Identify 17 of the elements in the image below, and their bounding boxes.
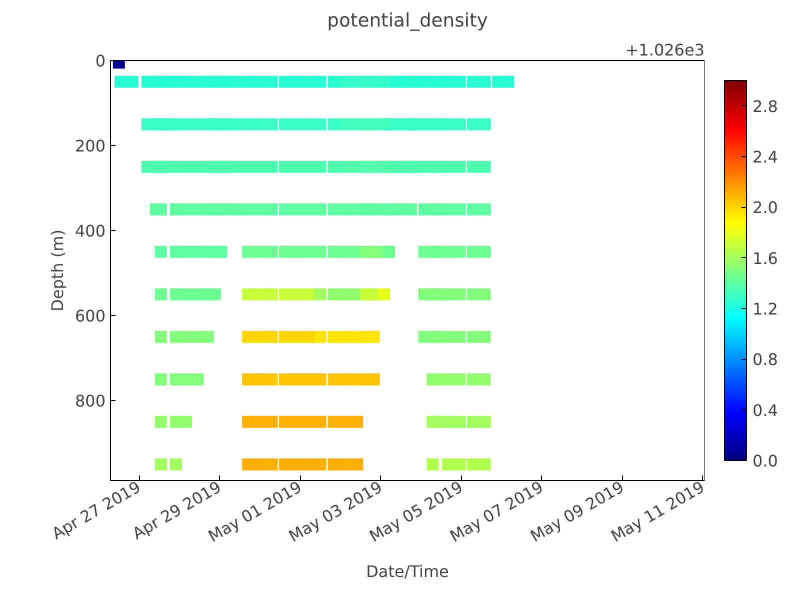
color-bar-label: 2.4: [752, 148, 778, 166]
color-bar-label: 0.0: [752, 452, 778, 470]
color-bar-label: 1.6: [752, 248, 778, 268]
y-tick-label: 200: [74, 136, 106, 156]
text: +1.026e3: [625, 40, 704, 60]
y-tick-label: 800: [74, 392, 106, 411]
y-tick-label: 400: [74, 222, 106, 241]
y-axis-title: Depth (m): [48, 230, 67, 312]
color-bar-label: 2.0: [752, 198, 778, 218]
y-tick-label: 600: [74, 306, 106, 326]
chart-title: potential_density: [327, 10, 488, 32]
color-bar-label: 2.8: [752, 96, 778, 116]
x-axis-title: Date/Time: [366, 562, 449, 582]
y-tick-label: 0: [95, 52, 106, 70]
color-bar-label: 0.4: [752, 400, 778, 420]
color-bar-label: 1.2: [752, 300, 778, 318]
color-bar-label: 0.8: [752, 350, 778, 370]
